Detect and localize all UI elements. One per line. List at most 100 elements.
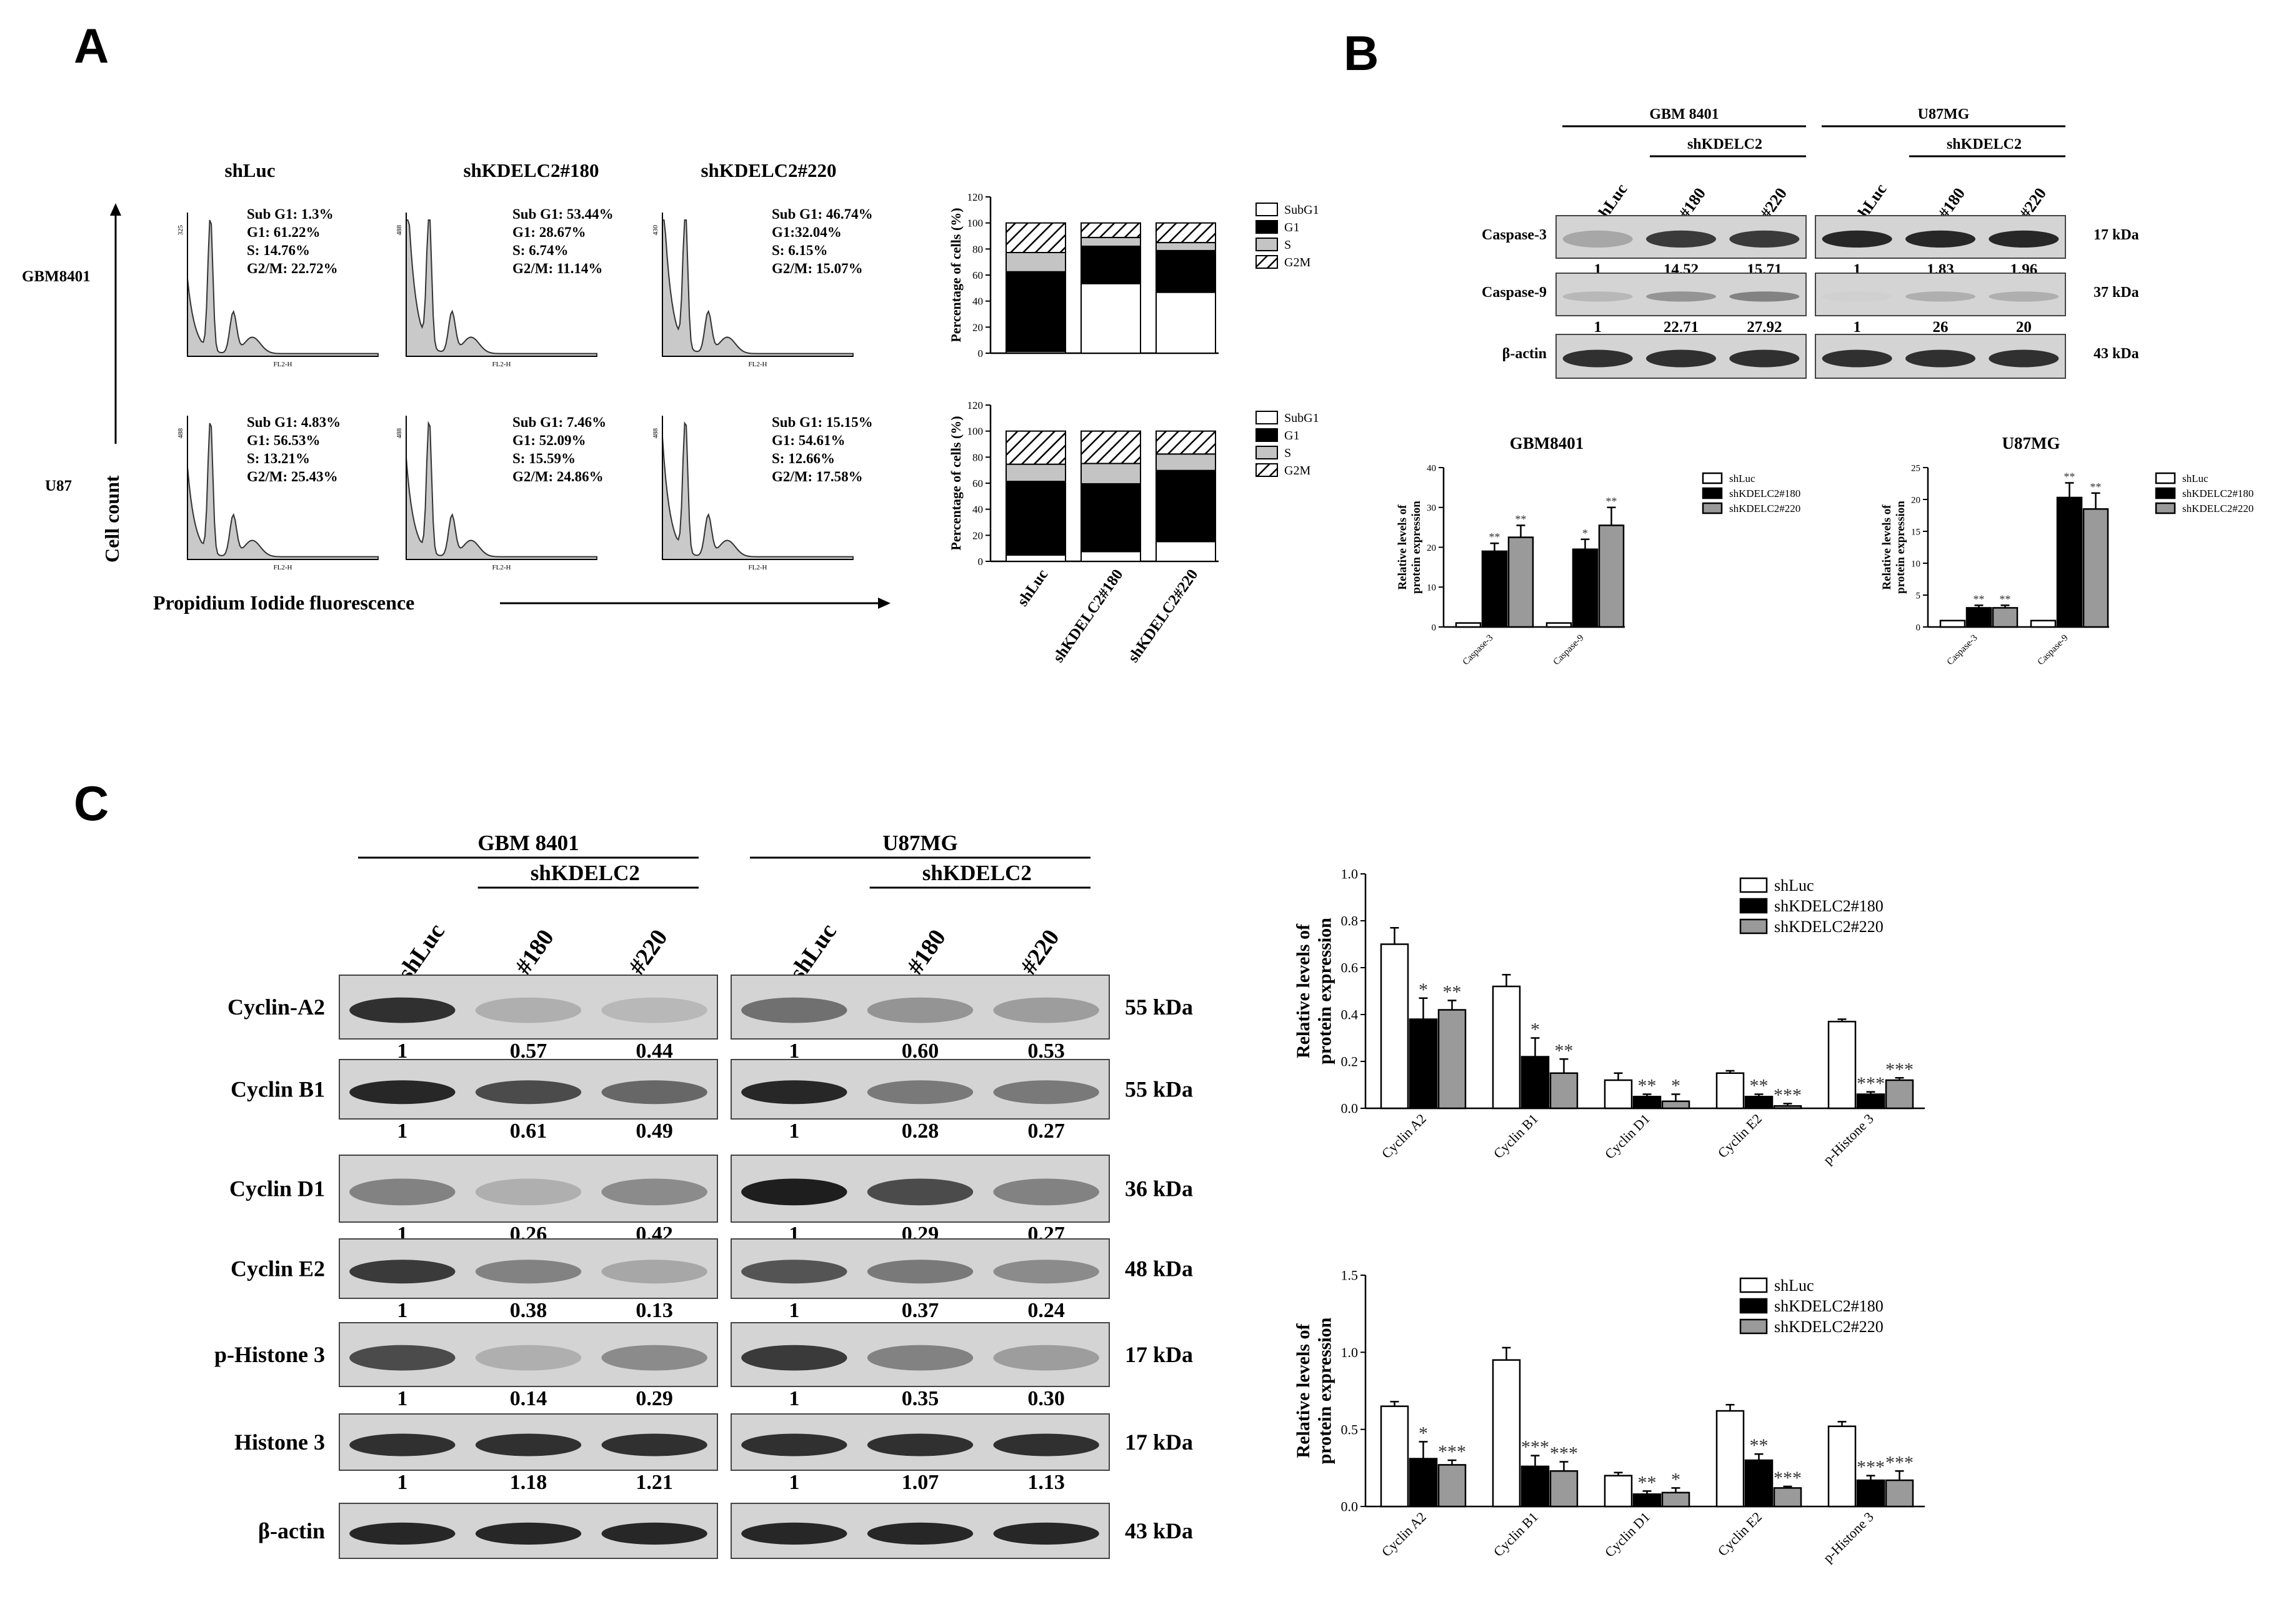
legend-swatch — [1739, 877, 1768, 893]
legend-label: shKDELC2#180 — [2182, 488, 2254, 499]
cell-cycle-stat: Sub G1: 15.15% — [772, 414, 873, 430]
protein-band — [349, 997, 456, 1023]
blot-kda-label: 17 kDa — [1125, 1430, 1193, 1455]
x-tick-label: Caspase-9 — [1552, 633, 1586, 668]
group-label: shKDELC2 — [1687, 136, 1762, 153]
blot-protein-label: Caspase-3 — [1482, 227, 1547, 243]
histogram-curve — [662, 421, 854, 560]
densitometry-value: 1 — [789, 1387, 799, 1410]
protein-band — [867, 997, 974, 1023]
histogram-ymax-label: 430 — [652, 225, 659, 236]
histogram-ymax-label: 488 — [177, 428, 184, 439]
protein-band — [601, 1080, 707, 1105]
protein-band — [349, 1178, 456, 1206]
cell-cycle-stat: Sub G1: 46.74% — [772, 206, 873, 222]
significance-mark: ** — [1443, 982, 1462, 1003]
significance-mark: ** — [1515, 513, 1527, 525]
protein-band — [1989, 349, 2059, 368]
protein-band — [1905, 291, 1975, 302]
y-tick-label: 5 — [1916, 591, 1921, 601]
bar-G2M — [1006, 430, 1066, 465]
significance-mark: ** — [1750, 1435, 1769, 1456]
histogram-xlabel: FL2-H — [274, 361, 292, 368]
bar-shKDELC2#220 — [1549, 1072, 1579, 1110]
y-tick-label: 60 — [972, 478, 983, 489]
y-axis-label-line1: Relative levels of — [1293, 1323, 1314, 1458]
protein-band — [1729, 230, 1800, 248]
legend-label: shKDELC2#220 — [1774, 918, 1884, 936]
bar-shLuc — [1604, 1079, 1633, 1110]
protein-band — [475, 997, 582, 1023]
bar-shKDELC2#180 — [1856, 1093, 1885, 1110]
legend-swatch — [1739, 1277, 1768, 1293]
column-label: shKDELC2#180 — [463, 159, 599, 181]
protein-band — [1562, 349, 1633, 368]
densitometry-value: 20 — [2016, 319, 2032, 336]
densitometry-value: 0.14 — [510, 1387, 547, 1410]
caspase-chart-u87mg: 0 5 10 15 20 25 ** ** Caspase-3 ** ** Caspase-9 Rela… — [1880, 434, 2254, 667]
y-axis-label: Percentage of cells (%) — [948, 416, 964, 550]
y-tick-label: 120 — [967, 191, 984, 203]
y-tick-label: 1.0 — [1341, 1345, 1359, 1360]
significance-mark: * — [1582, 527, 1588, 539]
y-tick-label: 0.4 — [1341, 1007, 1359, 1023]
significance-mark: * — [1530, 1020, 1540, 1040]
y-tick-label: 80 — [972, 451, 983, 463]
bar-shKDELC2#220 — [1773, 1487, 1802, 1508]
significance-mark: *** — [1885, 1452, 1914, 1473]
blot-protein-label: β-actin — [1502, 346, 1547, 362]
blot-kda-label: 43 kDa — [1125, 1518, 1193, 1543]
chart-title: GBM8401 — [1510, 434, 1584, 453]
y-tick-label: 20 — [972, 321, 983, 333]
protein-band — [601, 1178, 707, 1206]
blot-kda-label: 55 kDa — [1125, 995, 1193, 1020]
significance-mark: *** — [1774, 1085, 1802, 1106]
bar-shLuc — [1492, 1359, 1521, 1508]
bar-shKDELC2#180 — [1744, 1459, 1774, 1508]
significance-mark: *** — [1521, 1437, 1549, 1458]
column-label: shKDELC2#220 — [701, 159, 836, 181]
legend-label: shLuc — [2182, 473, 2209, 484]
legend-label: G1 — [1284, 221, 1299, 234]
y-axis-label: Cell count — [101, 475, 123, 563]
protein-band — [993, 1522, 1099, 1545]
significance-mark: * — [1419, 1423, 1428, 1443]
bar-S — [1155, 242, 1216, 251]
densitometry-value: 1 — [1594, 319, 1602, 336]
bar-shLuc — [1492, 985, 1521, 1110]
y-tick-label: 0.6 — [1341, 960, 1359, 976]
significance-mark: *** — [1550, 1443, 1578, 1463]
bar-shKDELC2#180 — [2056, 496, 2083, 628]
histogram-ymax-label: 488 — [396, 428, 403, 439]
blot-protein-label: Caspase-9 — [1482, 284, 1547, 301]
cell-cycle-stat: G2/M: 24.86% — [512, 469, 604, 484]
blot-protein-label: p-Histone 3 — [214, 1342, 325, 1367]
bar-shKDELC2#180 — [1520, 1465, 1550, 1508]
significance-mark: * — [1419, 980, 1428, 1000]
legend-swatch — [2155, 472, 2176, 484]
protein-band — [867, 1260, 974, 1284]
cell-line-label: U87MG — [1918, 106, 1970, 123]
y-tick-label: 20 — [1911, 495, 1920, 505]
densitometry-value: 0.49 — [636, 1120, 673, 1143]
densitometry-value: 1 — [1853, 319, 1861, 336]
y-axis-label-line2: protein expression — [1410, 501, 1423, 594]
densitometry-value: 1 — [397, 1299, 407, 1322]
blot-kda-label: 17 kDa — [2094, 227, 2139, 243]
densitometry-value: 0.35 — [902, 1387, 939, 1410]
x-tick-label: Caspase-3 — [1945, 633, 1980, 668]
bar-shKDELC2#220 — [2082, 508, 2109, 628]
y-tick-label: 60 — [972, 269, 983, 281]
x-axis-arrowhead — [878, 598, 891, 609]
lane-label: #180 — [902, 925, 951, 980]
protein-band — [741, 1433, 847, 1456]
bar-shLuc — [1380, 943, 1409, 1110]
y-tick-label: 0.0 — [1341, 1101, 1359, 1116]
bar-shKDELC2#220 — [1437, 1464, 1467, 1508]
bar-G2M — [1081, 222, 1141, 238]
x-axis-label: Propidium Iodide fluorescence — [153, 591, 414, 614]
protein-band — [867, 1433, 974, 1456]
cyclin-chart-gbm8401: 0.00.20.40.60.81.0* **Cyclin A2***Cyclin … — [1293, 866, 1925, 1168]
cyclin-chart-u87mg: 0.00.51.01.5****Cyclin A2*** ***Cyclin B1… — [1293, 1268, 1925, 1566]
protein-band — [1822, 230, 1892, 248]
